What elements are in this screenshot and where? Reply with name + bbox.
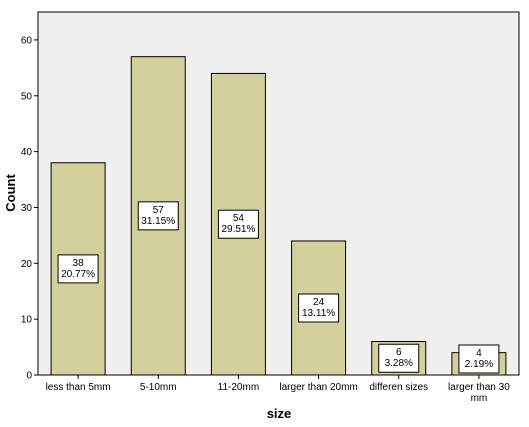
x-tick-label: 11-20mm bbox=[218, 382, 260, 393]
data-label-percent: 29.51% bbox=[221, 224, 255, 235]
x-tick-label: 5-10mm bbox=[140, 382, 177, 393]
data-label-box bbox=[57, 254, 99, 284]
y-tick-label: 30 bbox=[21, 203, 33, 214]
y-tick-label: 40 bbox=[21, 147, 33, 158]
y-tick-label: 50 bbox=[21, 91, 33, 102]
plot-area bbox=[37, 11, 520, 376]
x-axis-title: size bbox=[267, 406, 292, 421]
data-label-box bbox=[458, 344, 500, 374]
data-label-count: 54 bbox=[233, 213, 245, 224]
data-label-percent: 31.15% bbox=[141, 216, 175, 227]
data-label-box bbox=[378, 343, 420, 373]
data-label-percent: 13.11% bbox=[302, 308, 335, 319]
data-label-box bbox=[137, 201, 179, 231]
data-label-percent: 2.19% bbox=[465, 359, 493, 370]
x-tick-label: less than 5mm bbox=[46, 382, 111, 393]
data-label-box bbox=[298, 293, 340, 323]
y-tick-label: 0 bbox=[26, 371, 32, 382]
data-label-count: 6 bbox=[396, 347, 402, 358]
data-label-box bbox=[217, 209, 259, 239]
x-axis: less than 5mm 5-10mm 11-20mm larger than 20… bbox=[46, 375, 510, 404]
y-axis: 0 10 20 30 40 50 60 bbox=[21, 35, 38, 382]
y-tick-label: 20 bbox=[21, 259, 33, 270]
x-tick-label: larger than 20mm bbox=[279, 382, 357, 393]
data-label-count: 24 bbox=[313, 297, 325, 308]
x-tick-label: differen sizes bbox=[369, 382, 428, 393]
data-label-count: 38 bbox=[73, 258, 85, 269]
x-tick-label: larger than 30 mm bbox=[448, 382, 510, 404]
data-label-percent: 20.77% bbox=[61, 269, 95, 280]
data-label-percent: 3.28% bbox=[385, 358, 413, 369]
y-axis-title: Count bbox=[3, 174, 18, 212]
data-label-count: 4 bbox=[476, 348, 482, 359]
y-tick-label: 10 bbox=[21, 315, 33, 326]
data-label-count: 57 bbox=[153, 205, 165, 216]
y-tick-label: 60 bbox=[21, 35, 33, 46]
